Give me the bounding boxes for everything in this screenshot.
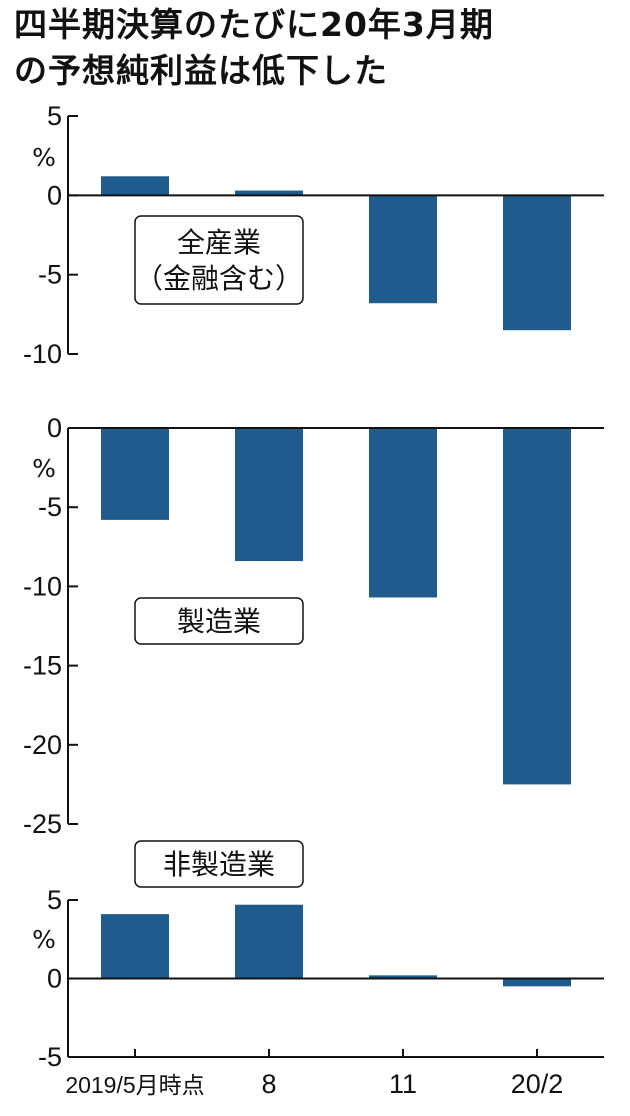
panel-1-label-line-2: （金融含む） — [135, 262, 303, 295]
panel-3-y-tick-label: -5 — [38, 1042, 62, 1072]
x-tick-label: 11 — [389, 1069, 417, 1099]
x-tick-label: 2019/5月時点 — [65, 1072, 204, 1098]
panel-1-label-box — [134, 215, 304, 305]
x-tick-label: 20/2 — [511, 1069, 564, 1099]
panel-1-bar-3 — [369, 195, 437, 304]
panel-2-bar-3 — [369, 428, 437, 598]
panel-2-bar-1 — [101, 428, 169, 520]
x-tick-label: 8 — [261, 1069, 276, 1099]
panel-2-y-tick-label: -5 — [38, 492, 62, 522]
panel-1-bar-1 — [101, 176, 169, 196]
chart-title-line-2: の予想純利益は低下した — [14, 51, 388, 90]
panel-3-bar-1 — [101, 914, 169, 979]
panel-2-y-tick-label: 0 — [47, 413, 62, 443]
panel-2-label-box — [134, 597, 304, 645]
panel-3-y-tick-label: 0 — [47, 964, 62, 994]
panel-1-label-line-1: 全産業 — [177, 226, 261, 259]
panel-1-unit-label: % — [32, 143, 56, 172]
panel-1-y-tick-label: 5 — [47, 101, 62, 131]
panel-3-label-box — [134, 840, 304, 888]
panel-2-y-tick-label: -15 — [23, 651, 62, 681]
panel-1-y-tick-label: -5 — [38, 260, 62, 290]
panel-3-y-tick-label: 5 — [47, 885, 62, 915]
chart-title-line-1: 四半期決算のたびに20年3月期 — [14, 5, 494, 44]
panel-2-bar-2 — [235, 428, 303, 562]
panel-2-bar-4 — [503, 428, 571, 785]
panel-1-bar-4 — [503, 195, 571, 331]
chart-title: 四半期決算のたびに20年3月期 の予想純利益は低下した — [14, 2, 624, 94]
panel-3-bar-4 — [503, 978, 571, 987]
panel-2-y-tick-label: -10 — [23, 571, 62, 601]
panel-3-unit-label: % — [32, 925, 56, 954]
panel-1-bar-2 — [235, 190, 303, 196]
panel-1-y-tick-label: 0 — [47, 180, 62, 210]
panel-2-unit-label: % — [32, 454, 56, 483]
panel-3-label-line-1: 非製造業 — [163, 848, 275, 881]
panel-3-bar-3 — [369, 975, 437, 979]
panel-1-y-tick-label: -10 — [23, 339, 62, 369]
panel-2-y-tick-label: -20 — [23, 730, 62, 760]
panel-2-y-tick-label: -25 — [23, 809, 62, 839]
panel-2-label-line-1: 製造業 — [177, 605, 261, 638]
panel-3-bar-2 — [235, 904, 303, 979]
